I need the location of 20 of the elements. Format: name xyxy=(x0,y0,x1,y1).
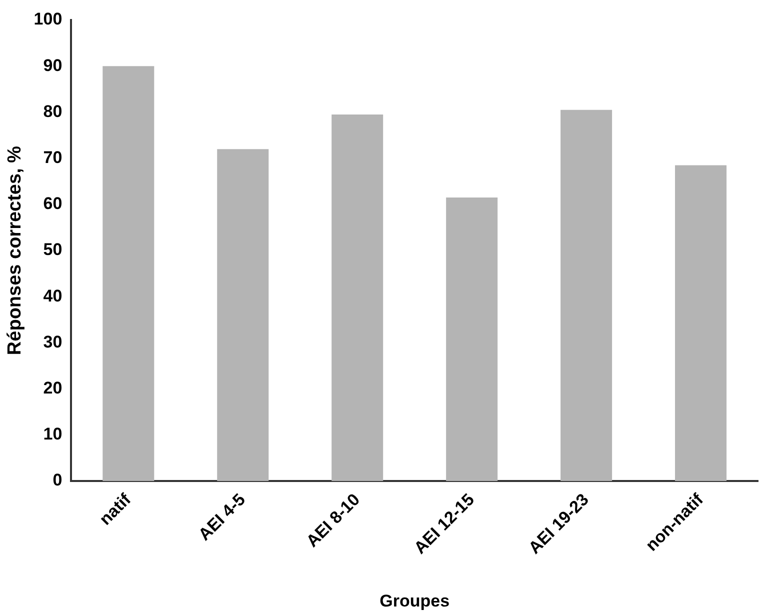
bar xyxy=(560,110,612,482)
bar xyxy=(102,66,154,482)
bar xyxy=(332,114,384,482)
y-tick-label: 30 xyxy=(43,332,62,352)
y-axis-title: Réponses correctes, % xyxy=(4,146,26,356)
y-tick-label: 0 xyxy=(52,470,62,490)
y-tick-label: 40 xyxy=(43,286,62,306)
bar xyxy=(217,149,269,482)
y-tick-label: 80 xyxy=(43,102,62,121)
y-tick-label: 90 xyxy=(43,56,62,75)
y-tick-label: 10 xyxy=(43,424,62,444)
bar xyxy=(675,165,727,482)
y-tick-label: 70 xyxy=(43,148,62,168)
y-tick-label: 50 xyxy=(43,240,62,260)
x-axis-title: Groupes xyxy=(380,591,450,610)
y-tick-label: 20 xyxy=(43,378,62,398)
y-tick-label: 60 xyxy=(43,194,62,214)
x-tick-label: AEI 4-5 xyxy=(194,490,250,544)
y-tick-label: 100 xyxy=(34,10,62,29)
bar xyxy=(446,198,498,482)
